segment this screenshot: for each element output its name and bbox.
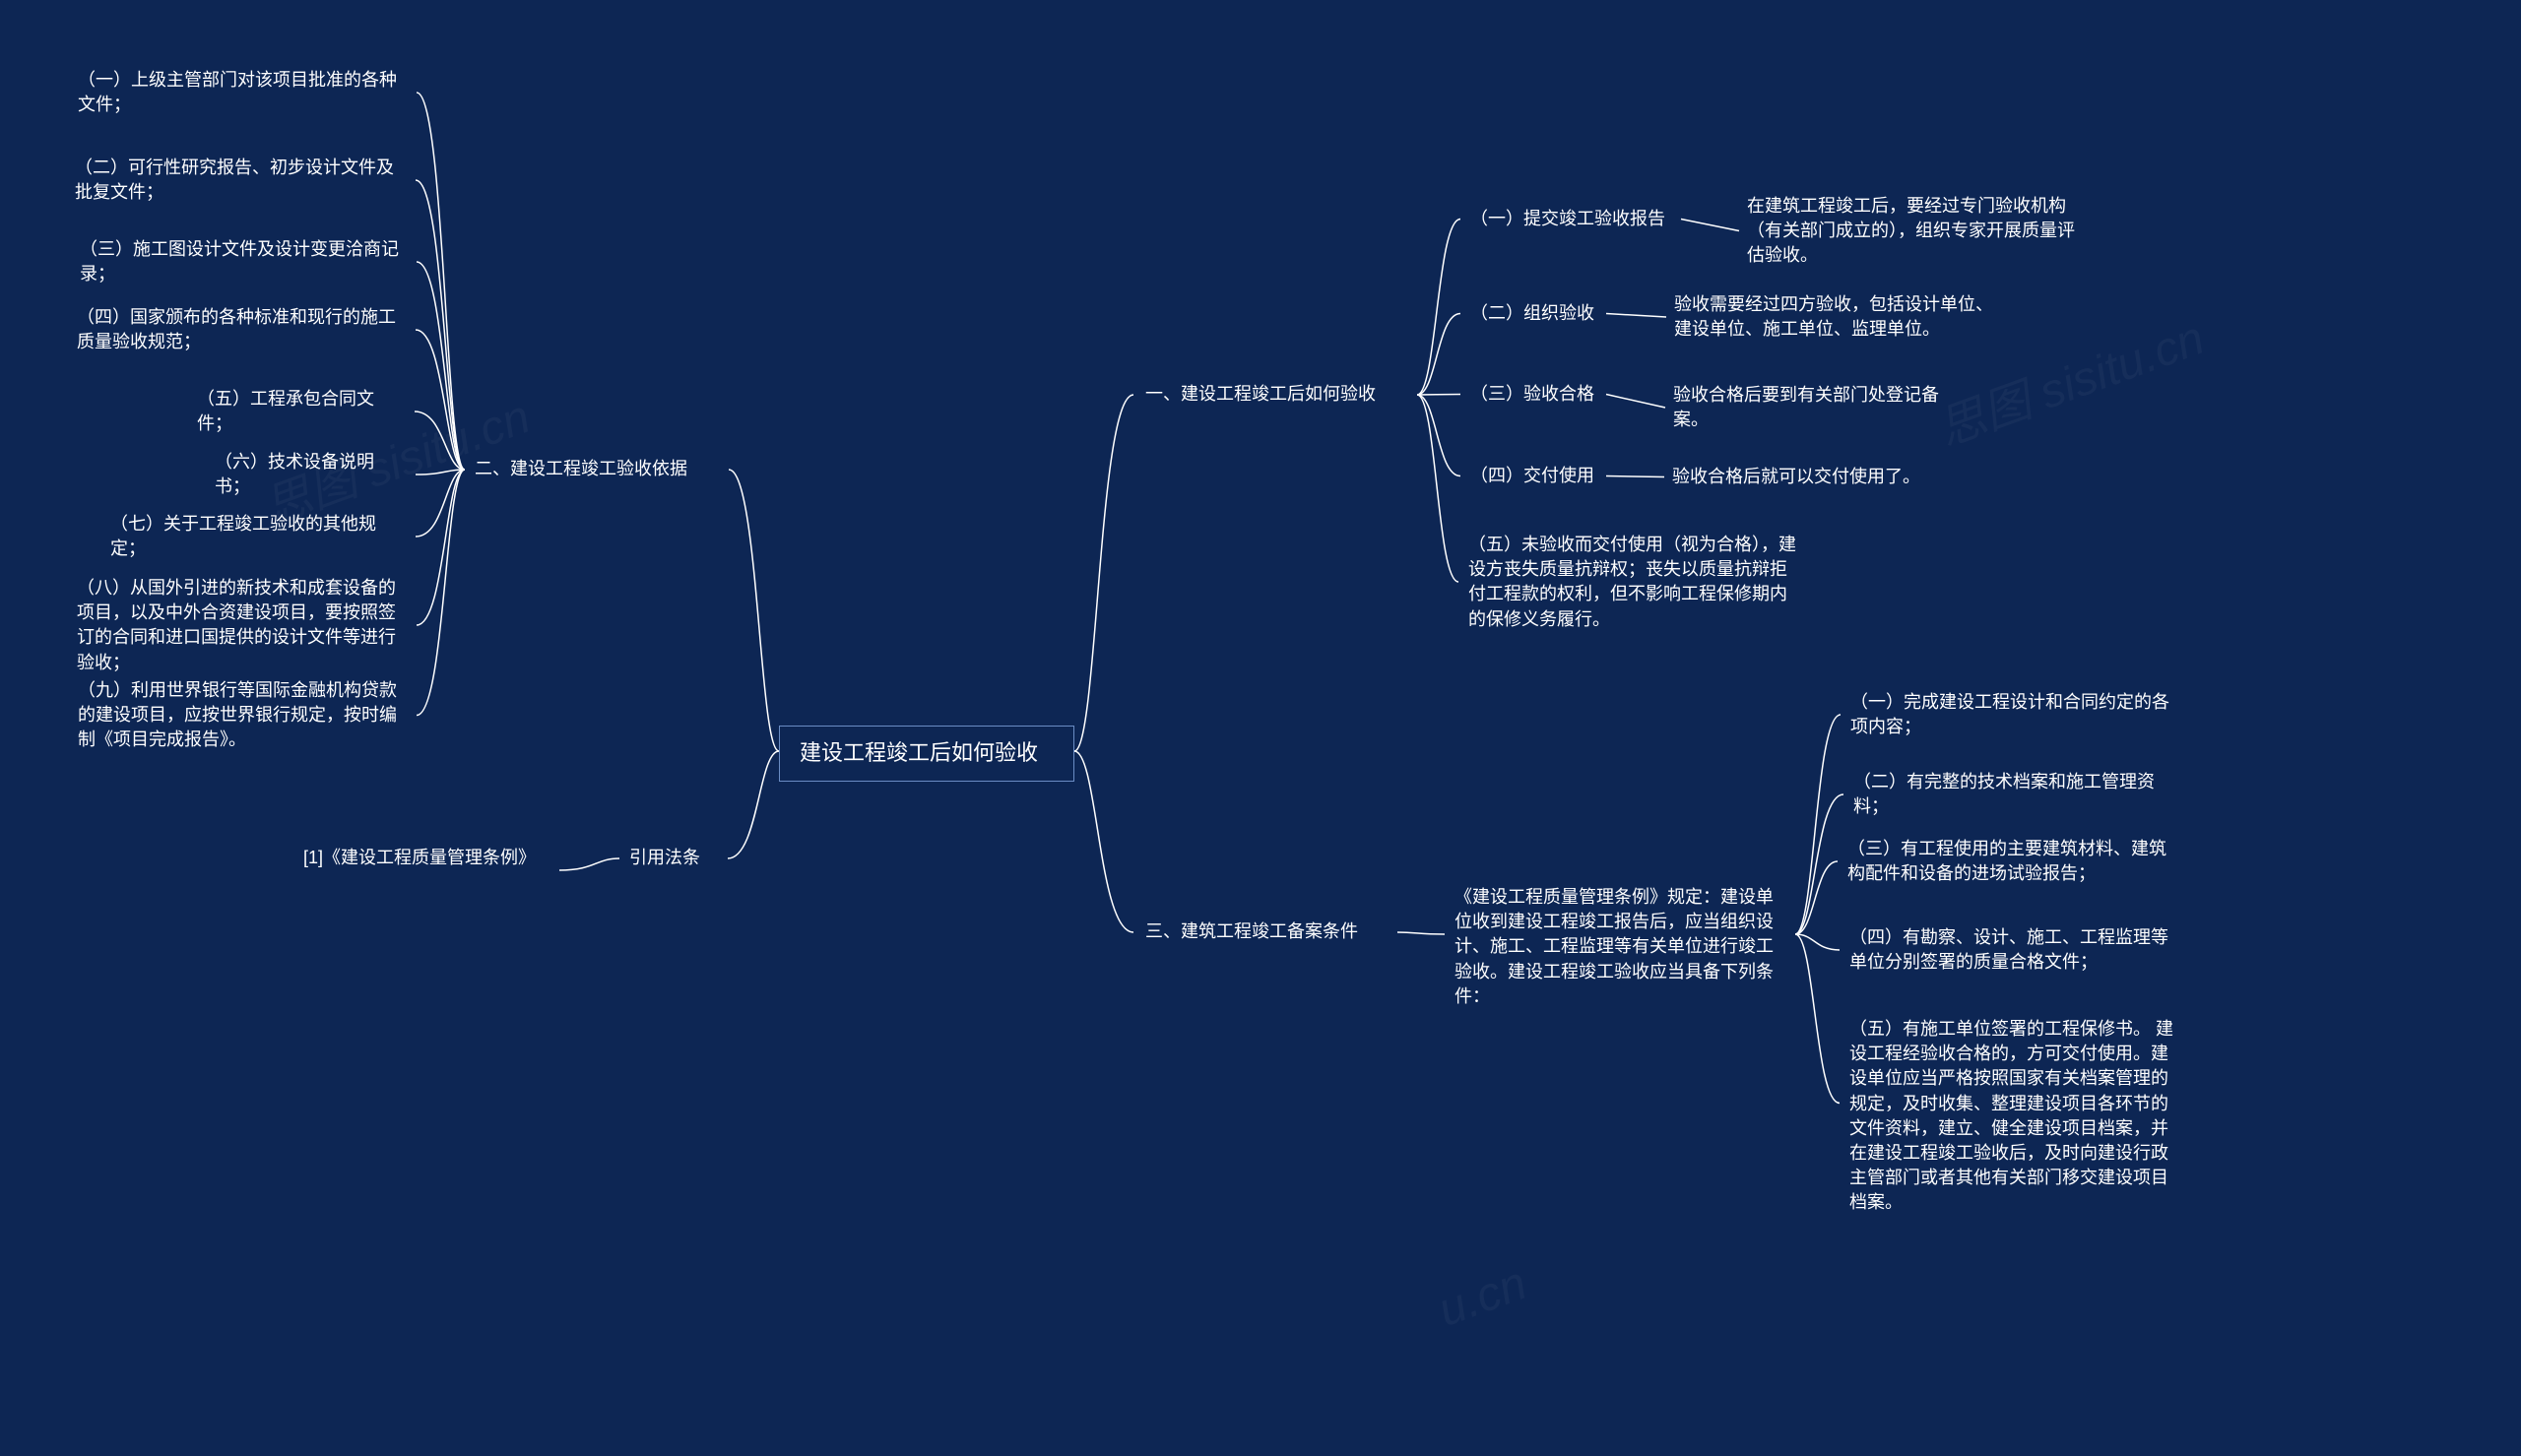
branch-node: 三、建筑工程竣工备案条件 <box>1145 919 1388 944</box>
branch-node: 二、建设工程竣工验收依据 <box>475 457 717 481</box>
leaf-node: （四）国家颁布的各种标准和现行的施工质量验收规范； <box>77 305 406 354</box>
leaf-node: （三）施工图设计文件及设计变更洽商记录； <box>80 237 407 286</box>
leaf-node: （四）有勘察、设计、施工、工程监理等单位分别签署的质量合格文件； <box>1849 925 2179 975</box>
watermark: u.cn <box>1431 1256 1533 1338</box>
leaf-node: （九）利用世界银行等国际金融机构贷款的建设项目，应按世界银行规定，按时编制《项目… <box>78 678 407 753</box>
leaf-node: 《建设工程质量管理条例》规定：建设单位收到建设工程竣工报告后，应当组织设计、施工… <box>1454 885 1785 1009</box>
leaf-node: （三）有工程使用的主要建筑材料、建筑构配件和设备的进场试验报告； <box>1847 837 2178 886</box>
leaf-node: （五）工程承包合同文件； <box>197 387 405 436</box>
leaf-node: （二）可行性研究报告、初步设计文件及批复文件； <box>75 156 406 205</box>
leaf-node: （三）验收合格 <box>1470 382 1598 407</box>
leaf-node: （五）未验收而交付使用（视为合格），建设方丧失质量抗辩权；丧失以质量抗辩拒付工程… <box>1468 533 1799 632</box>
detail-node: 验收合格后就可以交付使用了。 <box>1672 465 1924 489</box>
leaf-node: （八）从国外引进的新技术和成套设备的项目，以及中外合资建设项目，要按照签订的合同… <box>77 576 407 675</box>
leaf-node: （六）技术设备说明书； <box>215 450 406 499</box>
detail-node: 在建筑工程竣工后，要经过专门验收机构（有关部门成立的），组织专家开展质量评估验收… <box>1747 194 2078 269</box>
leaf-node: （七）关于工程竣工验收的其他规定； <box>110 512 406 561</box>
detail-node: 验收需要经过四方验收，包括设计单位、建设单位、施工单位、监理单位。 <box>1674 292 2001 342</box>
leaf-node: （五）有施工单位签署的工程保修书。 建设工程经验收合格的，方可交付使用。建设单位… <box>1849 1017 2180 1216</box>
leaf-node: （一）提交竣工验收报告 <box>1470 207 1673 231</box>
leaf-node: （二）组织验收 <box>1470 301 1598 326</box>
leaf-node: （二）有完整的技术档案和施工管理资料； <box>1853 770 2180 819</box>
branch-node: 一、建设工程竣工后如何验收 <box>1145 382 1407 407</box>
leaf-node: （一）完成建设工程设计和合同约定的各项内容； <box>1850 690 2179 739</box>
branch-node: 引用法条 <box>629 846 716 870</box>
detail-node: 验收合格后要到有关部门处登记备案。 <box>1673 383 1969 432</box>
leaf-node: [1]《建设工程质量管理条例》 <box>303 846 549 870</box>
leaf-node: （四）交付使用 <box>1470 464 1598 488</box>
root-node: 建设工程竣工后如何验收 <box>779 726 1074 782</box>
leaf-node: （一）上级主管部门对该项目批准的各种文件； <box>78 68 407 117</box>
